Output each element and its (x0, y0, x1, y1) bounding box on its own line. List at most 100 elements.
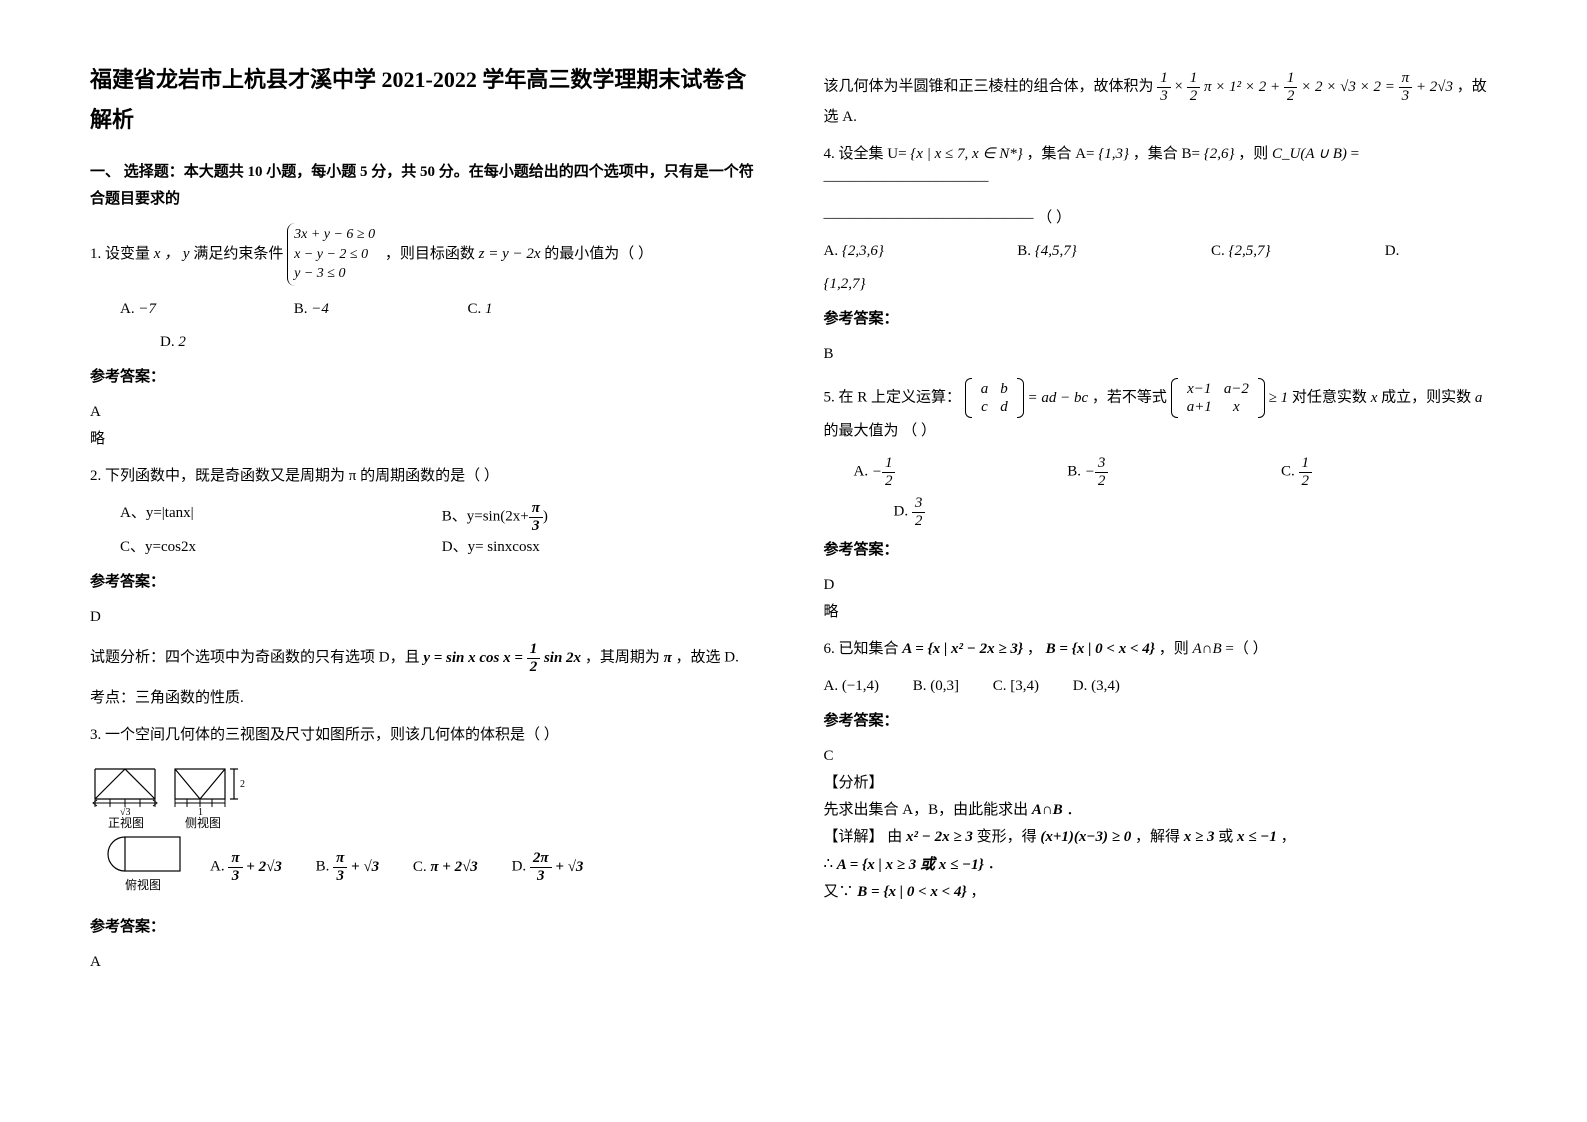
q5-ge1: ≥ 1 (1269, 385, 1288, 412)
question-3: 3. 一个空间几何体的三视图及尺寸如图所示，则该几何体的体积是（ ） (90, 722, 764, 749)
q3-answer-label: 参考答案： (90, 914, 764, 941)
q6-det1-f3: x ≥ 3 (1184, 824, 1215, 851)
q5-oDl: D. (894, 504, 909, 520)
q3e-tail: + 2√3 (1416, 74, 1453, 101)
q6-an1-set: A∩B (1032, 797, 1063, 824)
q6-detail: 【详解】 由 x² − 2x ≥ 3 变形，得 (x+1)(x−3) ≥ 0 ，… (824, 824, 1498, 851)
q3e-f1: 13 (1157, 70, 1171, 104)
q5-answer-note: 略 (824, 599, 1498, 626)
q3e-mid2: × 2 × √3 × 2 = (1301, 74, 1395, 101)
q4-b: ，集合 B= (1133, 146, 1200, 162)
q2-analysis-post: ，故选 D. (676, 650, 739, 666)
q2-optC: C、y=cos2x (120, 539, 196, 555)
q2-optB-pre: B、y=sin(2x+ (442, 509, 529, 525)
q2-analysis-lhs: y = sin x cos x = (423, 645, 523, 672)
q6-therefore: ∴ (824, 856, 837, 872)
q5-a: a (1475, 385, 1483, 412)
q1-sys-line3: y − 3 ≤ 0 (294, 264, 375, 284)
q5-oCl: C. (1281, 464, 1295, 480)
front-view-label: 正视图 (108, 815, 144, 829)
q1-vars: x ， y (154, 241, 190, 268)
q3e-f3: π3 (1399, 70, 1413, 104)
q5-matrix2: x−1a−2a+1x (1171, 378, 1265, 418)
q5-end: 的最大值为 （ ） (824, 423, 937, 439)
q3e-f2: 12 (1187, 70, 1201, 104)
q5-oC-frac: 12 (1299, 455, 1313, 489)
svg-text:2: 2 (240, 779, 245, 790)
q6-det1-f1: x² − 2x ≥ 3 (906, 824, 973, 851)
q5-answer-label: 参考答案： (824, 537, 1498, 564)
q5-oD-frac: 32 (912, 495, 926, 529)
q2-analysis-mid: ，其周期为 (585, 650, 660, 666)
q1-optB: −4 (311, 296, 329, 323)
q3-explanation: 该几何体为半圆锥和正三棱柱的组合体，故体积为 13 × 12 π × 1² × … (824, 70, 1498, 131)
q3-optD-label: D. (512, 859, 527, 875)
q1-optC: 1 (485, 296, 493, 323)
q6-line-aset: A = {x | x ≥ 3 或 x ≤ −1} (837, 852, 984, 879)
q6-oD: D. (3,4) (1073, 673, 1120, 700)
q1-options: A. −7 B. −4 C. 1 (120, 296, 764, 323)
q3-optB-label: B. (316, 859, 330, 875)
q2-optD: D、y= sinxcosx (442, 539, 540, 555)
question-1: 1. 设变量 x ， y 满足约束条件 3x + y − 6 ≥ 0 x − y… (90, 223, 764, 286)
q5-x: x (1371, 385, 1378, 412)
q3-optD-frac: 2π3 (530, 850, 552, 884)
q2-analysis: 试题分析：四个选项中为奇函数的只有选项 D，且 y = sin x cos x … (90, 641, 764, 675)
q4-oC: {2,5,7} (1229, 238, 1271, 265)
q2-answer-label: 参考答案： (90, 569, 764, 596)
q2-topic: 考点：三角函数的性质. (90, 685, 764, 712)
q6-det1-mid2: ，解得 (1135, 829, 1184, 845)
q4-oD: {1,2,7} (824, 271, 866, 298)
q1-constraint-system: 3x + y − 6 ≥ 0 x − y − 2 ≤ 0 y − 3 ≤ 0 (287, 223, 381, 286)
q6-post: ，则 (1159, 641, 1193, 657)
q1-stem-post: ，则目标函数 (385, 246, 479, 262)
q2-analysis-rhs: sin 2x (544, 645, 581, 672)
q6-line-b: 又∵ B = {x | 0 < x < 4} ， (824, 879, 1498, 906)
q6-aset: A = {x | x² − 2x ≥ 3} (902, 636, 1023, 663)
side-view-label: 侧视图 (185, 815, 221, 829)
q5-oB-frac: 32 (1095, 455, 1109, 489)
q6-an1-pre: 先求出集合 A，B，由此能求出 (824, 802, 1032, 818)
q2-options-row2: C、y=cos2x D、y= sinxcosx (120, 534, 764, 561)
q3-optD-tail: + √3 (555, 854, 583, 881)
q5-options-row2: D. 32 (854, 495, 1498, 529)
q4-oAl: A. (824, 243, 839, 259)
question-6: 6. 已知集合 A = {x | x² − 2x ≥ 3} ， B = {x |… (824, 636, 1498, 663)
q1-optC-label: C. (468, 301, 482, 317)
q6-det1-or: 或 (1218, 829, 1237, 845)
question-2: 2. 下列函数中，既是奇函数又是周期为 π 的周期函数的是（ ） (90, 463, 764, 490)
q6-det1-mid: 变形，得 (977, 829, 1037, 845)
q6-answer: C (824, 743, 1498, 770)
q6-also: 又∵ (824, 884, 858, 900)
q5-options-row1: A. −12 B. −32 C. 12 (854, 455, 1498, 489)
q4-bset: {2,6} (1204, 141, 1235, 168)
q1-answer-label: 参考答案： (90, 364, 764, 391)
q3-optC-label: C. (413, 859, 427, 875)
q2-analysis-pi: π (664, 645, 672, 672)
q4-answer: B (824, 341, 1498, 368)
q6-det1-pre: 由 (887, 829, 906, 845)
q5-answer: D (824, 572, 1498, 599)
q6-pre: 6. 已知集合 (824, 641, 903, 657)
q6-comma: ， (1027, 641, 1042, 657)
q1-sys-line1: 3x + y − 6 ≥ 0 (294, 225, 375, 245)
q1-sys-line2: x − y − 2 ≤ 0 (294, 245, 375, 265)
q2-optB-post: ) (543, 509, 548, 525)
q3-optC: π + 2√3 (430, 854, 477, 881)
q3-explain-pre: 该几何体为半圆锥和正三棱柱的组合体，故体积为 (824, 78, 1154, 94)
q3e-mid1: π × 1² × 2 + (1204, 74, 1280, 101)
q1-stem-mid: 满足约束条件 (193, 246, 287, 262)
q4-oCl: C. (1211, 243, 1225, 259)
q4-aset: {1,3} (1098, 141, 1129, 168)
q2-options-row1: A、y=|tanx| B、y=sin(2x+π3) (120, 500, 764, 534)
q2-analysis-frac: 12 (527, 641, 541, 675)
q3-front-side-svg: √3 2 1 正视图 侧视图 (90, 759, 250, 829)
q1-answer: A (90, 399, 764, 426)
q3-optA-tail: + 2√3 (246, 854, 282, 881)
q4-line2: —————————————— （ ） (824, 205, 1498, 232)
q2-analysis-pre: 试题分析：四个选项中为奇函数的只有选项 D，且 (90, 650, 420, 666)
q3-answer: A (90, 949, 764, 976)
q6-bset: B = {x | 0 < x < 4} (1046, 636, 1155, 663)
q5-oA-sign: − (872, 459, 882, 486)
q5-pre: 5. 在 R 上定义运算： (824, 390, 962, 406)
